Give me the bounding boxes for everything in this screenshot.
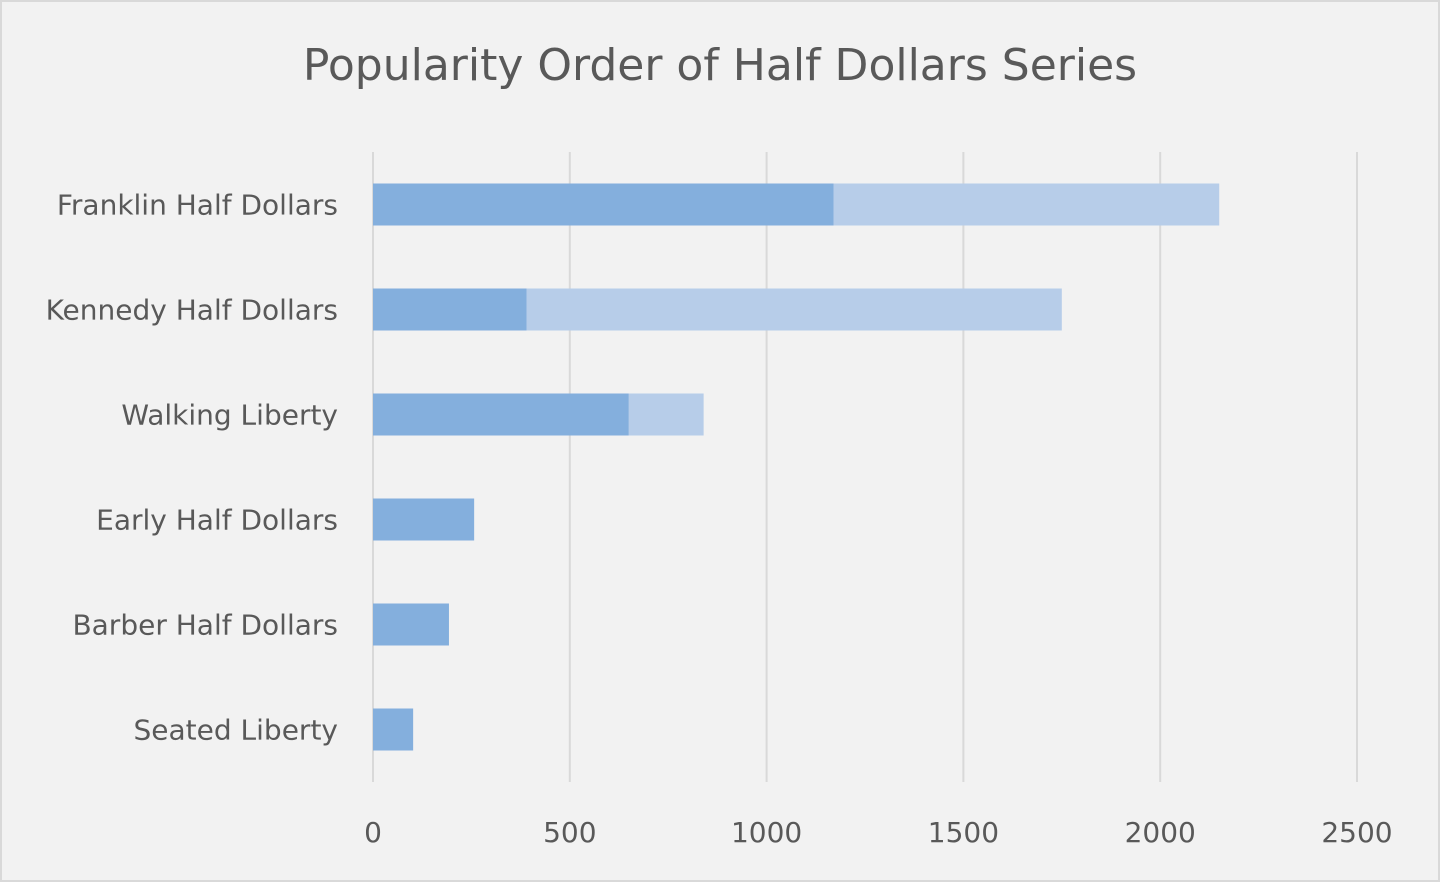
y-category-label: Walking Liberty <box>121 399 338 432</box>
bar-series-1 <box>373 183 834 226</box>
y-category-label: Franklin Half Dollars <box>57 189 338 222</box>
bar-series-1 <box>373 288 527 331</box>
x-tick-label: 0 <box>364 816 382 849</box>
y-category-label: Barber Half Dollars <box>72 609 338 642</box>
bar-series-1 <box>373 393 629 436</box>
bar-series-1 <box>373 603 449 646</box>
bar-series-1 <box>373 708 414 751</box>
x-tick-label: 500 <box>543 816 596 849</box>
bar-series-2 <box>833 183 1220 226</box>
x-tick-label: 1000 <box>731 816 802 849</box>
x-tick-label: 1500 <box>928 816 999 849</box>
bar-series-2 <box>628 393 704 436</box>
y-category-label: Seated Liberty <box>134 714 338 747</box>
x-tick-label: 2500 <box>1321 816 1392 849</box>
bar-series-1 <box>373 498 475 541</box>
x-tick-label: 2000 <box>1125 816 1196 849</box>
y-category-label: Kennedy Half Dollars <box>46 294 338 327</box>
bar-series-2 <box>526 288 1062 331</box>
y-category-label: Early Half Dollars <box>96 504 338 537</box>
chart-title: Popularity Order of Half Dollars Series <box>302 40 1138 91</box>
